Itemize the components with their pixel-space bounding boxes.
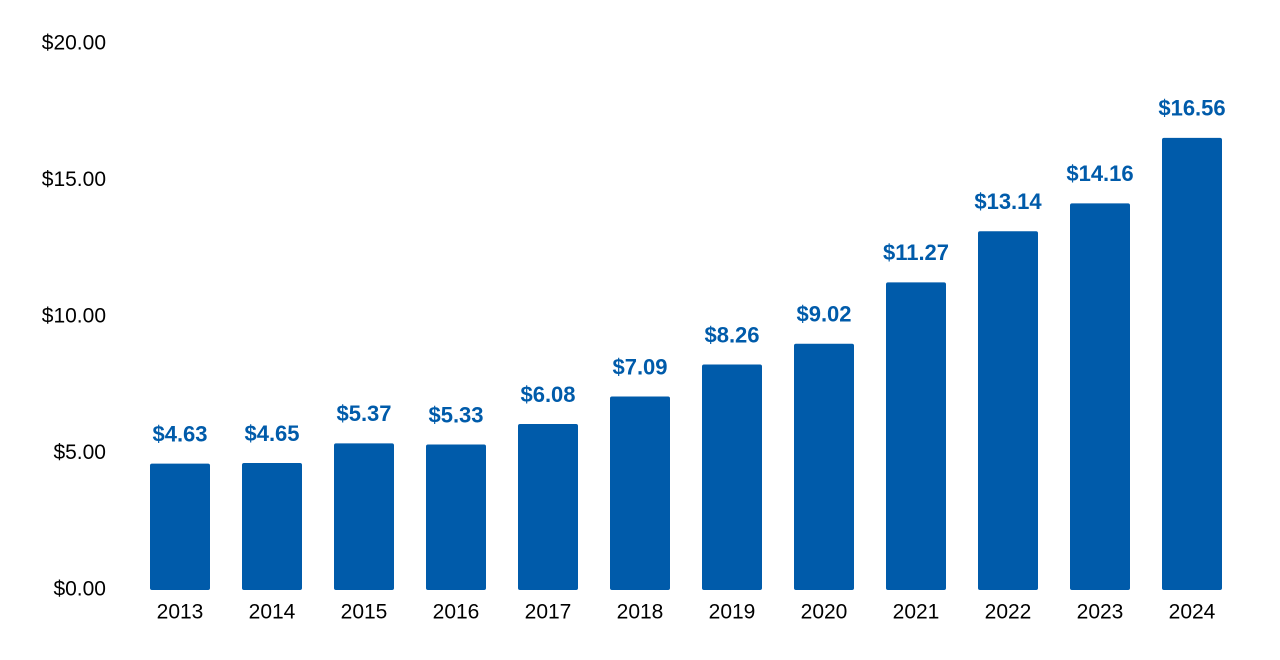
bar [1070, 203, 1130, 590]
y-tick-label: $15.00 [42, 168, 106, 191]
y-tick-label: $10.00 [42, 305, 106, 328]
bar [426, 444, 486, 590]
y-axis: $0.00 $5.00 $10.00 $15.00 $20.00 [42, 32, 106, 601]
x-tick-label: 2023 [1077, 601, 1124, 624]
x-tick-label: 2015 [341, 601, 388, 624]
y-tick-label: $0.00 [53, 578, 106, 601]
data-label: $8.26 [704, 322, 759, 347]
data-label: $16.56 [1158, 96, 1225, 121]
bar [1162, 137, 1222, 591]
bar [794, 343, 854, 590]
x-tick-label: 2017 [525, 601, 572, 624]
data-label: $5.33 [428, 402, 483, 427]
x-tick-label: 2018 [617, 601, 664, 624]
data-label: $5.37 [336, 401, 391, 426]
data-labels: $4.63 $4.65 $5.37 $5.33 $6.08 $7.09 $8.26 $9.02… [152, 96, 1225, 447]
bar [334, 443, 394, 590]
bar [978, 231, 1038, 590]
data-label: $9.02 [796, 302, 851, 327]
bar [242, 463, 302, 590]
x-tick-label: 2020 [801, 601, 848, 624]
x-axis: 2013 2014 2015 2016 2017 2018 2019 2020 2021 2022… [157, 601, 1216, 624]
y-tick-label: $5.00 [53, 441, 106, 464]
x-tick-label: 2014 [249, 601, 296, 624]
bar [150, 463, 210, 590]
y-tick-label: $20.00 [42, 32, 106, 55]
x-tick-label: 2024 [1169, 601, 1216, 624]
data-label: $13.14 [974, 189, 1042, 214]
data-label: $4.65 [244, 421, 299, 446]
data-label: $11.27 [883, 240, 949, 265]
x-tick-label: 2013 [157, 601, 204, 624]
bar [886, 282, 946, 590]
bar [518, 424, 578, 590]
x-tick-label: 2022 [985, 601, 1032, 624]
data-label: $4.63 [152, 421, 207, 446]
data-label: $14.16 [1066, 161, 1133, 186]
data-label: $7.09 [612, 354, 667, 379]
x-tick-label: 2019 [709, 601, 756, 624]
x-tick-label: 2021 [893, 601, 940, 624]
bar [702, 364, 762, 590]
x-tick-label: 2016 [433, 601, 480, 624]
bars [150, 137, 1222, 591]
data-label: $6.08 [520, 382, 575, 407]
bar [610, 396, 670, 590]
